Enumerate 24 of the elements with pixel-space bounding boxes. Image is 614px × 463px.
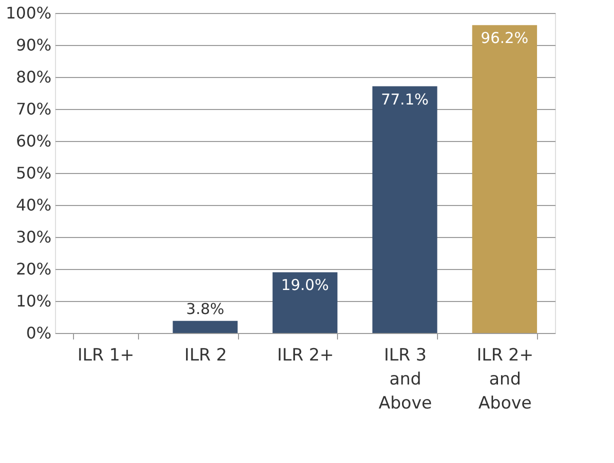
data-label: 19.0% [281,276,329,294]
y-tick-label: 50% [16,164,52,182]
y-tick-label: 20% [16,260,52,278]
data-label: 96.2% [480,29,528,48]
x-tick-label: ILR 1+ [78,346,134,366]
y-tick-label: 60% [16,132,52,150]
y-tick-label: 90% [16,36,52,54]
x-tick-label: ILR 2+ and Above [476,346,534,414]
y-tick-label: 100% [6,4,52,22]
x-tick-label: ILR 2 [184,346,227,366]
data-label: 3.8% [186,300,224,318]
y-tick-label: 40% [16,196,52,214]
y-tick-label: 30% [16,228,52,246]
bar [172,320,238,333]
bar [372,86,438,333]
x-tick-label: ILR 2+ [277,346,334,366]
y-tick-label: 80% [16,68,52,86]
y-tick-label: 10% [16,292,52,310]
bar [272,272,338,333]
bar [472,25,538,333]
data-label: 77.1% [380,90,429,108]
y-tick-label: 0% [26,324,52,342]
y-tick-label: 70% [16,100,52,118]
x-tick-label: ILR 3 and Above [378,346,432,414]
